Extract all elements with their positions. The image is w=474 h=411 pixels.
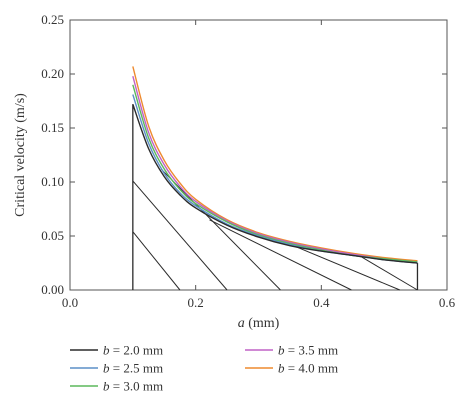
hatch-line <box>132 180 228 291</box>
hatch-region <box>132 104 419 291</box>
x-tick-label: 0.2 <box>188 295 204 310</box>
y-tick-label: 0.00 <box>41 282 64 297</box>
hatch-line <box>132 231 181 291</box>
y-tick-label: 0.20 <box>41 66 64 81</box>
plot-border <box>69 19 448 291</box>
hatch-line <box>160 168 281 291</box>
legend: b = 2.0 mm b = 2.5 mm b = 3.0 mm b = 3.5 mm… <box>70 343 338 394</box>
plot-frame <box>69 19 448 291</box>
x-axis-label-var: a <box>238 316 245 331</box>
axis-ticks: 0.0 0.2 0.4 0.6 0.00 0.05 0.10 0.15 0.20 0.25 <box>41 12 455 310</box>
legend-entry: b = 2.5 mm <box>103 361 163 376</box>
series-line <box>132 66 418 262</box>
x-axis-label: a (mm) <box>238 316 280 331</box>
y-tick-label: 0.25 <box>41 12 64 27</box>
axis-labels: a (mm) Critical velocity (m/s) <box>13 93 280 331</box>
hatch-line <box>296 246 401 291</box>
x-tick-label: 0.4 <box>313 295 330 310</box>
x-tick-label: 0.6 <box>439 295 456 310</box>
y-axis-label: Critical velocity (m/s) <box>13 93 28 217</box>
hatch-line <box>358 255 418 291</box>
legend-entry: b = 4.0 mm <box>278 361 338 376</box>
series-line <box>132 104 418 264</box>
y-tick-label: 0.10 <box>41 174 64 189</box>
y-tick-label: 0.15 <box>41 120 64 135</box>
x-axis-label-unit: (mm) <box>245 316 280 331</box>
series-line <box>132 75 418 263</box>
series-lines <box>132 66 418 264</box>
legend-entry: b = 2.0 mm <box>103 343 163 358</box>
series-line <box>132 84 418 263</box>
x-tick-label: 0.0 <box>62 295 78 310</box>
legend-entry: b = 3.5 mm <box>278 343 338 358</box>
hatch-line <box>209 219 352 291</box>
y-tick-label: 0.05 <box>41 228 64 243</box>
legend-entry: b = 3.0 mm <box>103 379 163 394</box>
